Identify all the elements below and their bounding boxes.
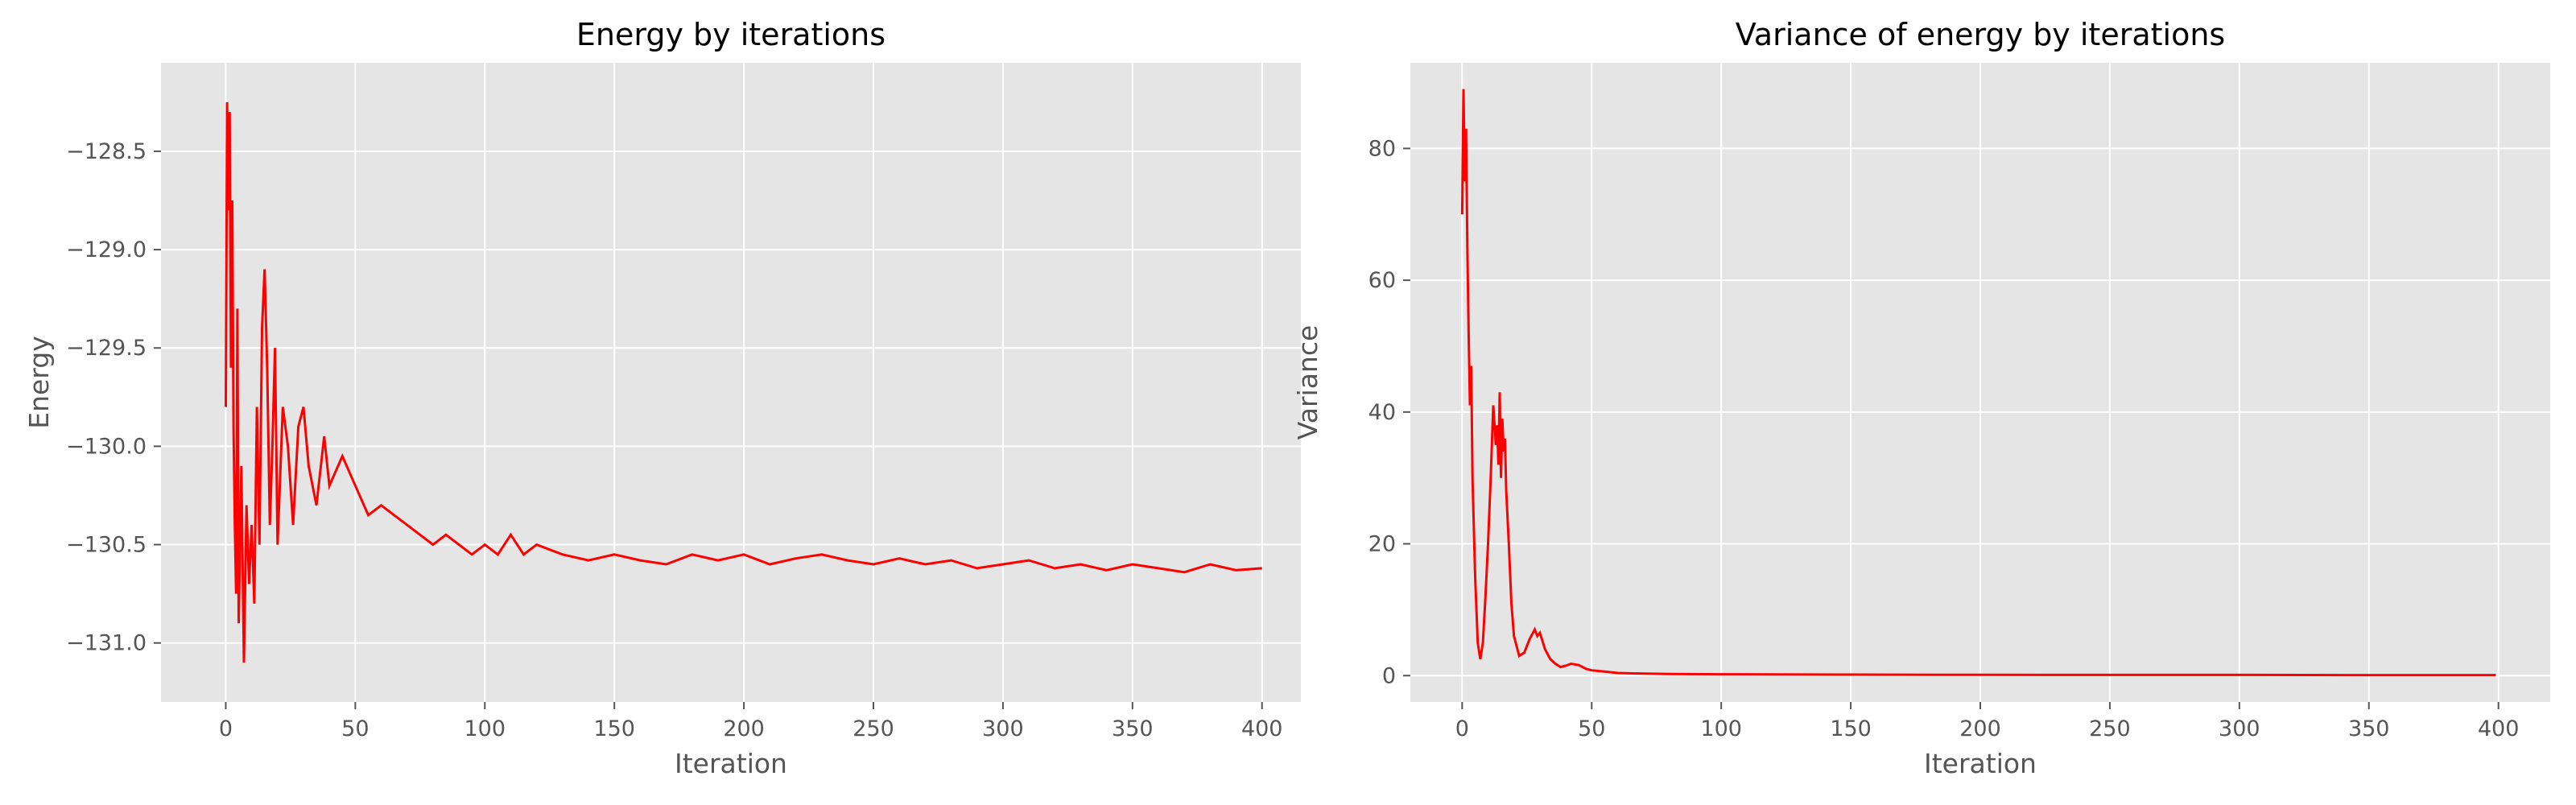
plot-area xyxy=(161,63,1301,702)
x-tick-label: 100 xyxy=(1700,716,1742,741)
x-tick-label: 150 xyxy=(1830,716,1872,741)
x-tick-label: 150 xyxy=(593,716,635,741)
x-tick-label: 400 xyxy=(1241,716,1283,741)
x-tick-label: 300 xyxy=(2219,716,2260,741)
x-tick-label: 250 xyxy=(852,716,894,741)
x-tick-label: 200 xyxy=(1959,716,2001,741)
y-tick-label: −130.0 xyxy=(66,434,147,459)
x-tick-label: 100 xyxy=(464,716,506,741)
x-tick-label: 400 xyxy=(2478,716,2520,741)
y-tick-label: 80 xyxy=(1368,136,1396,161)
energy-chart: 0 50 100 150 200 250 300 350 400 −131.0 −130.5 −130… xyxy=(23,17,1301,779)
x-tick-label: 350 xyxy=(2348,716,2390,741)
x-tick-label: 300 xyxy=(982,716,1024,741)
y-tick-label: −129.5 xyxy=(66,336,147,361)
y-tick-label: −131.0 xyxy=(66,631,147,656)
x-tick-label: 0 xyxy=(219,716,233,741)
x-tick-label: 0 xyxy=(1455,716,1469,741)
y-tick-label: −128.5 xyxy=(66,139,147,164)
chart-title: Energy by iterations xyxy=(576,17,886,52)
variance-chart: 0 50 100 150 200 250 300 350 400 0 20 40 60 80 Varianc… xyxy=(1292,17,2550,779)
y-axis-label: Energy xyxy=(23,336,55,429)
x-tick-label: 50 xyxy=(1578,716,1605,741)
x-tick-label: 350 xyxy=(1112,716,1154,741)
series-line xyxy=(225,101,1262,663)
x-tick-label: 200 xyxy=(723,716,765,741)
series-line xyxy=(1460,89,2496,677)
chart-title: Variance of energy by iterations xyxy=(1736,17,2225,52)
y-tick-label: −130.5 xyxy=(66,533,147,558)
y-tick-label: 0 xyxy=(1382,663,1396,688)
y-tick-label: −129.0 xyxy=(66,237,147,262)
y-tick-label: 40 xyxy=(1368,400,1396,425)
y-axis-label: Variance xyxy=(1292,325,1323,440)
x-axis-label: Iteration xyxy=(1924,748,2037,779)
x-tick-label: 250 xyxy=(2089,716,2131,741)
x-tick-label: 50 xyxy=(341,716,369,741)
x-axis-label: Iteration xyxy=(675,748,787,779)
y-tick-label: 20 xyxy=(1368,532,1396,557)
y-tick-label: 60 xyxy=(1368,268,1396,293)
